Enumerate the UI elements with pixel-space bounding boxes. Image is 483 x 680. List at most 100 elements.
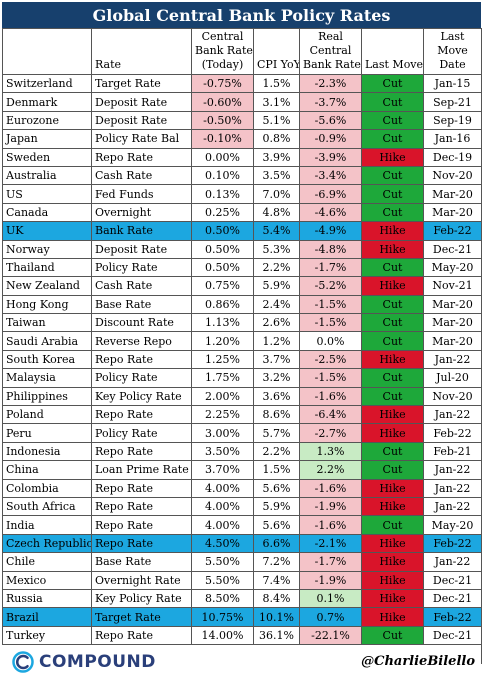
cell-central-bank-rate: 1.25%: [191, 349, 254, 370]
cell-rate-type: Overnight Rate: [91, 570, 192, 590]
rates-table: Rate Central Bank Rate (Today) CPI YoY R…: [2, 28, 482, 664]
table-row: Poland Repo Rate 2.25% 8.6% -6.4% Hike Jan-22: [2, 405, 482, 425]
cell-last-move: Hike: [361, 533, 424, 554]
cell-rate-type: Repo Rate: [91, 496, 192, 517]
cell-last-move: Hike: [361, 607, 424, 627]
table-row: Brazil Target Rate 10.75% 10.1% 0.7% Hike Feb-…: [2, 607, 482, 627]
cell-central-bank-rate: 4.00%: [191, 496, 254, 517]
cell-country: Saudi Arabia: [2, 331, 92, 351]
table-row: Colombia Repo Rate 4.00% 5.6% -1.6% Hike Jan-2…: [2, 478, 482, 498]
cell-last-move: Cut: [361, 368, 424, 388]
cell-central-bank-rate: 10.75%: [191, 607, 254, 627]
cell-country: Canada: [2, 202, 92, 223]
cell-central-bank-rate: 0.50%: [191, 239, 254, 259]
cell-real-rate: -2.3%: [299, 73, 362, 94]
cell-cpi: 5.9%: [253, 496, 300, 517]
cell-country: Colombia: [2, 478, 92, 498]
compound-logo: COMPOUND: [12, 650, 156, 673]
header-date-line2: Move: [437, 44, 468, 57]
cell-country: China: [2, 460, 92, 480]
cell-country: Australia: [2, 165, 92, 186]
table-row: Russia Key Policy Rate 8.50% 8.4% 0.1% Hike De…: [2, 588, 482, 609]
cell-central-bank-rate: 5.50%: [191, 570, 254, 590]
cell-last-move: Hike: [361, 221, 424, 241]
cell-country: Czech Republic: [2, 533, 92, 554]
cell-central-bank-rate: 1.20%: [191, 331, 254, 351]
cell-country: Brazil: [2, 607, 92, 627]
cell-last-move: Cut: [361, 129, 424, 149]
cell-rate-type: Cash Rate: [91, 165, 192, 186]
cell-cpi: 2.4%: [253, 294, 300, 315]
cell-country: Norway: [2, 239, 92, 259]
table-row: Saudi Arabia Reverse Repo 1.20% 1.2% 0.0% Cut…: [2, 331, 482, 351]
table-row: South Africa Repo Rate 4.00% 5.9% -1.9% Hike J…: [2, 496, 482, 517]
cell-last-move: Hike: [361, 570, 424, 590]
cell-central-bank-rate: 5.50%: [191, 552, 254, 572]
cell-cpi: 5.7%: [253, 423, 300, 443]
cell-central-bank-rate: 2.25%: [191, 405, 254, 425]
header-date-line1: Last: [440, 30, 465, 43]
cell-cpi: 7.2%: [253, 552, 300, 572]
cell-cpi: 7.4%: [253, 570, 300, 590]
cell-last-move: Hike: [361, 239, 424, 259]
cell-country: Taiwan: [2, 313, 92, 333]
cell-real-rate: -2.1%: [299, 533, 362, 554]
cell-real-rate: -1.6%: [299, 478, 362, 498]
cell-cpi: 2.2%: [253, 441, 300, 462]
cell-real-rate: -4.9%: [299, 221, 362, 241]
cell-real-rate: -1.6%: [299, 515, 362, 535]
header-cpi-label: CPI YoY: [257, 58, 300, 71]
table-row: India Repo Rate 4.00% 5.6% -1.6% Cut May-20: [2, 515, 482, 535]
header-real-line2: Central: [309, 44, 352, 57]
cell-cpi: 0.8%: [253, 129, 300, 149]
cell-rate-type: Deposit Rate: [91, 92, 192, 112]
cell-country: Russia: [2, 588, 92, 609]
table-row: Malaysia Policy Rate 1.75% 3.2% -1.5% Cut Jul-…: [2, 368, 482, 388]
cell-cpi: 36.1%: [253, 625, 300, 646]
cell-country: South Africa: [2, 496, 92, 517]
header-real-line3: Bank Rate: [303, 58, 361, 71]
table-row: Switzerland Target Rate -0.75% 1.5% -2.3% Cut…: [2, 73, 482, 94]
header-real-rate: Real Central Bank Rate: [299, 28, 362, 75]
cell-country: South Korea: [2, 349, 92, 370]
cell-real-rate: -2.7%: [299, 423, 362, 443]
cell-real-rate: -1.9%: [299, 496, 362, 517]
cell-cpi: 3.5%: [253, 165, 300, 186]
cell-real-rate: 1.3%: [299, 441, 362, 462]
cell-last-move: Hike: [361, 147, 424, 167]
cell-central-bank-rate: 0.50%: [191, 257, 254, 278]
cell-last-move-date: Feb-21: [423, 441, 482, 462]
table-row: Turkey Repo Rate 14.00% 36.1% -22.1% Cut Dec-2…: [2, 625, 482, 646]
cell-central-bank-rate: -0.10%: [191, 129, 254, 149]
cell-cpi: 3.1%: [253, 92, 300, 112]
cell-country: Denmark: [2, 92, 92, 112]
cell-central-bank-rate: 4.00%: [191, 515, 254, 535]
cell-central-bank-rate: 0.13%: [191, 184, 254, 204]
cell-central-bank-rate: 0.25%: [191, 202, 254, 223]
cell-central-bank-rate: 3.70%: [191, 460, 254, 480]
cell-real-rate: 0.1%: [299, 588, 362, 609]
cell-cpi: 5.6%: [253, 478, 300, 498]
table-row: New Zealand Cash Rate 0.75% 5.9% -5.2% Hike No…: [2, 276, 482, 296]
table-row: Chile Base Rate 5.50% 7.2% -1.7% Hike Jan-22: [2, 552, 482, 572]
cell-last-move: Hike: [361, 349, 424, 370]
cell-last-move-date: Jan-22: [423, 405, 482, 425]
cell-country: Malaysia: [2, 368, 92, 388]
cell-cpi: 3.6%: [253, 386, 300, 407]
cell-rate-type: Base Rate: [91, 294, 192, 315]
cell-last-move-date: May-20: [423, 515, 482, 535]
cell-rate-type: Policy Rate: [91, 423, 192, 443]
cell-real-rate: -1.7%: [299, 552, 362, 572]
table-row: South Korea Repo Rate 1.25% 3.7% -2.5% Hike Ja…: [2, 349, 482, 370]
cell-rate-type: Fed Funds: [91, 184, 192, 204]
cell-last-move: Cut: [361, 441, 424, 462]
cell-central-bank-rate: -0.60%: [191, 92, 254, 112]
cell-real-rate: -0.9%: [299, 129, 362, 149]
table-row: Hong Kong Base Rate 0.86% 2.4% -1.5% Cut Mar-2…: [2, 294, 482, 315]
cell-last-move-date: Jan-15: [423, 73, 482, 94]
cell-rate-type: Cash Rate: [91, 276, 192, 296]
cell-country: Hong Kong: [2, 294, 92, 315]
cell-last-move: Cut: [361, 110, 424, 131]
cell-last-move-date: Feb-22: [423, 423, 482, 443]
cell-last-move-date: Dec-21: [423, 570, 482, 590]
